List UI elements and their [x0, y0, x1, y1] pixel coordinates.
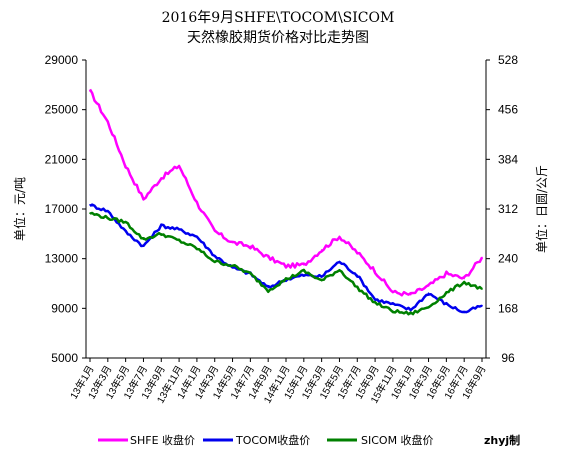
data-point [481, 288, 483, 290]
data-point [213, 260, 216, 263]
data-point [196, 235, 198, 238]
data-point [463, 311, 465, 314]
legend-label-shfe: SHFE 收盘价 [130, 433, 195, 447]
data-point [213, 230, 216, 233]
data-point [374, 270, 376, 272]
y-axis-right-label: 单位：日圆/公斤 [534, 165, 549, 253]
y-right-tick-label: 312 [498, 202, 518, 216]
data-point [107, 217, 109, 219]
data-point [142, 198, 145, 200]
data-point [231, 264, 234, 267]
y-right-tick-label: 384 [498, 152, 518, 166]
data-point [267, 256, 269, 259]
data-point [374, 302, 376, 304]
data-point [178, 239, 180, 242]
data-point [231, 266, 234, 269]
data-point [303, 270, 305, 272]
data-point [89, 212, 91, 214]
data-point [303, 274, 305, 277]
data-point [409, 293, 412, 296]
y-left-tick-label: 9000 [51, 301, 78, 315]
data-point [267, 289, 269, 292]
data-point [463, 281, 465, 283]
data-point [392, 291, 394, 293]
data-point [338, 268, 341, 271]
data-point [196, 201, 198, 204]
x-axis: 13年1月13年3月13年5月13年7月13年9月13年11月14年1月14年3… [67, 358, 489, 405]
data-point [124, 230, 127, 233]
data-point [338, 235, 341, 238]
series-line-shfe [88, 88, 484, 297]
y-left-tick-label: 25000 [45, 103, 79, 117]
data-point [142, 245, 145, 248]
data-point [124, 164, 127, 167]
y-axis-left: 29000 25000 21000 17000 13000 9000 5000 [45, 53, 86, 365]
data-point [409, 308, 412, 311]
data-point [89, 204, 91, 206]
legend-label-tocom: TOCOM收盘价 [235, 433, 310, 447]
data-point [481, 256, 483, 259]
legend: SHFE 收盘价 TOCOM收盘价 SICOM 收盘价 [98, 433, 434, 447]
y-right-tick-label: 456 [498, 103, 518, 117]
data-point [107, 121, 109, 123]
data-point [249, 245, 252, 248]
y-axis-right: 528 456 384 312 240 168 96 [486, 53, 518, 365]
data-point [481, 304, 483, 307]
data-point [320, 275, 323, 278]
data-point [427, 285, 430, 287]
data-point [427, 306, 430, 308]
y-right-tick-label: 528 [498, 53, 518, 67]
data-point [374, 298, 376, 301]
data-point [178, 164, 180, 167]
legend-label-sicom: SICOM 收盘价 [361, 433, 434, 447]
data-point [445, 303, 448, 305]
data-point [107, 210, 109, 212]
data-point [142, 238, 145, 241]
y-axis-left-label: 单位：元/吨 [12, 177, 27, 241]
data-point [285, 265, 287, 267]
y-right-tick-label: 168 [498, 301, 518, 315]
data-point [231, 241, 234, 244]
data-point [356, 251, 359, 254]
data-point [160, 233, 163, 235]
data-point [249, 273, 252, 275]
data-point [392, 310, 394, 312]
data-point [196, 247, 198, 250]
data-point [267, 286, 269, 289]
y-left-tick-label: 21000 [45, 152, 79, 166]
series-line-sicom [89, 211, 483, 316]
data-point [285, 278, 287, 281]
y-left-tick-label: 29000 [45, 53, 79, 67]
data-point [178, 228, 180, 231]
y-left-tick-label: 5000 [51, 351, 78, 365]
data-point [445, 292, 448, 294]
data-point [320, 249, 323, 251]
data-point [445, 272, 448, 275]
chart-subtitle: 天然橡胶期货价格对比走势图 [187, 29, 369, 46]
series-line-tocom [89, 203, 483, 314]
chart-title: 2016年9月SHFE\TOCOM\SICOM [162, 10, 395, 26]
data-point [124, 221, 127, 223]
plot-lines [88, 88, 484, 316]
data-point [392, 303, 394, 305]
y-left-tick-label: 13000 [45, 252, 79, 266]
data-point [409, 313, 412, 315]
y-left-tick-label: 17000 [45, 202, 79, 216]
data-point [338, 260, 341, 263]
data-point [320, 279, 323, 282]
axes [85, 60, 487, 359]
data-point [463, 277, 465, 280]
data-point [213, 255, 216, 257]
data-point [89, 90, 91, 92]
y-right-tick-label: 96 [501, 351, 515, 365]
data-point [427, 292, 430, 294]
data-point [356, 274, 359, 277]
data-point [160, 224, 163, 227]
data-point [160, 177, 163, 179]
y-right-tick-label: 240 [498, 252, 518, 266]
data-point [356, 286, 359, 289]
chart-credit: zhyj制 [484, 433, 520, 447]
data-point [303, 264, 305, 266]
